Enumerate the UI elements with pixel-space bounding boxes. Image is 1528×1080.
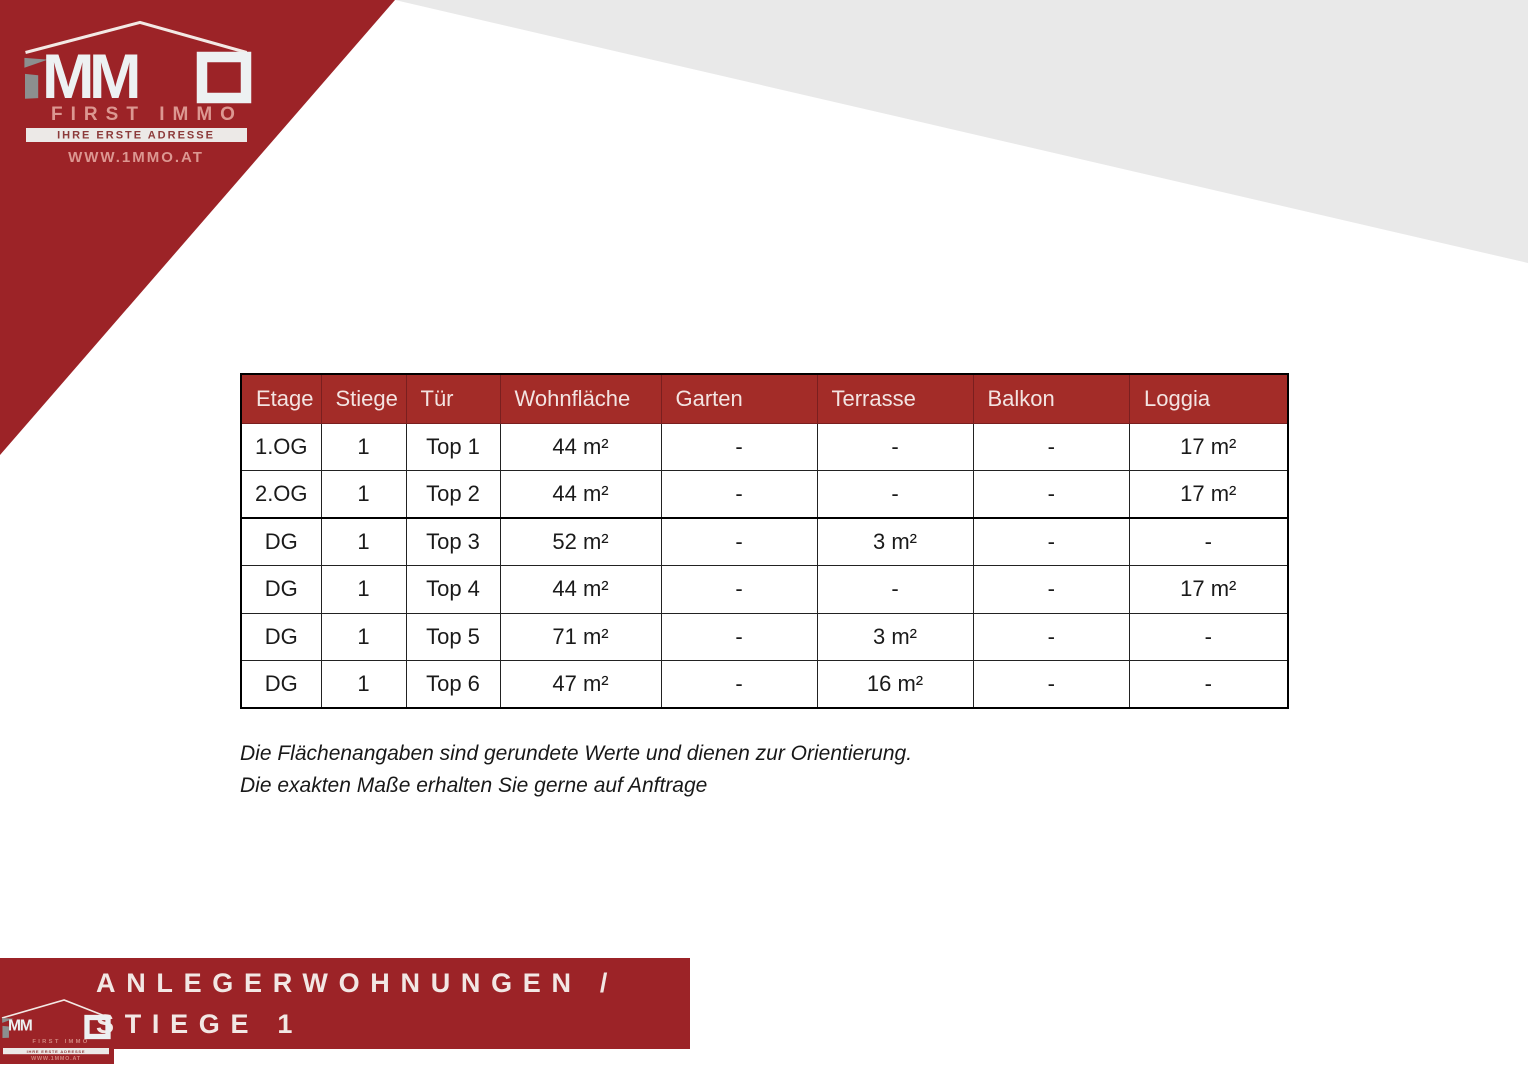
svg-text:WWW.1MMO.AT: WWW.1MMO.AT bbox=[68, 149, 204, 166]
svg-text:IHRE ERSTE ADRESSE: IHRE ERSTE ADRESSE bbox=[27, 1049, 86, 1054]
svg-text:MM: MM bbox=[42, 42, 138, 112]
svg-text:WWW.1MMO.AT: WWW.1MMO.AT bbox=[31, 1056, 81, 1062]
svg-text:IHRE ERSTE ADRESSE: IHRE ERSTE ADRESSE bbox=[57, 130, 215, 142]
svg-text:FIRST IMMO: FIRST IMMO bbox=[51, 104, 243, 125]
svg-text:FIRST IMMO: FIRST IMMO bbox=[32, 1039, 89, 1045]
svg-text:MM: MM bbox=[8, 1017, 32, 1034]
